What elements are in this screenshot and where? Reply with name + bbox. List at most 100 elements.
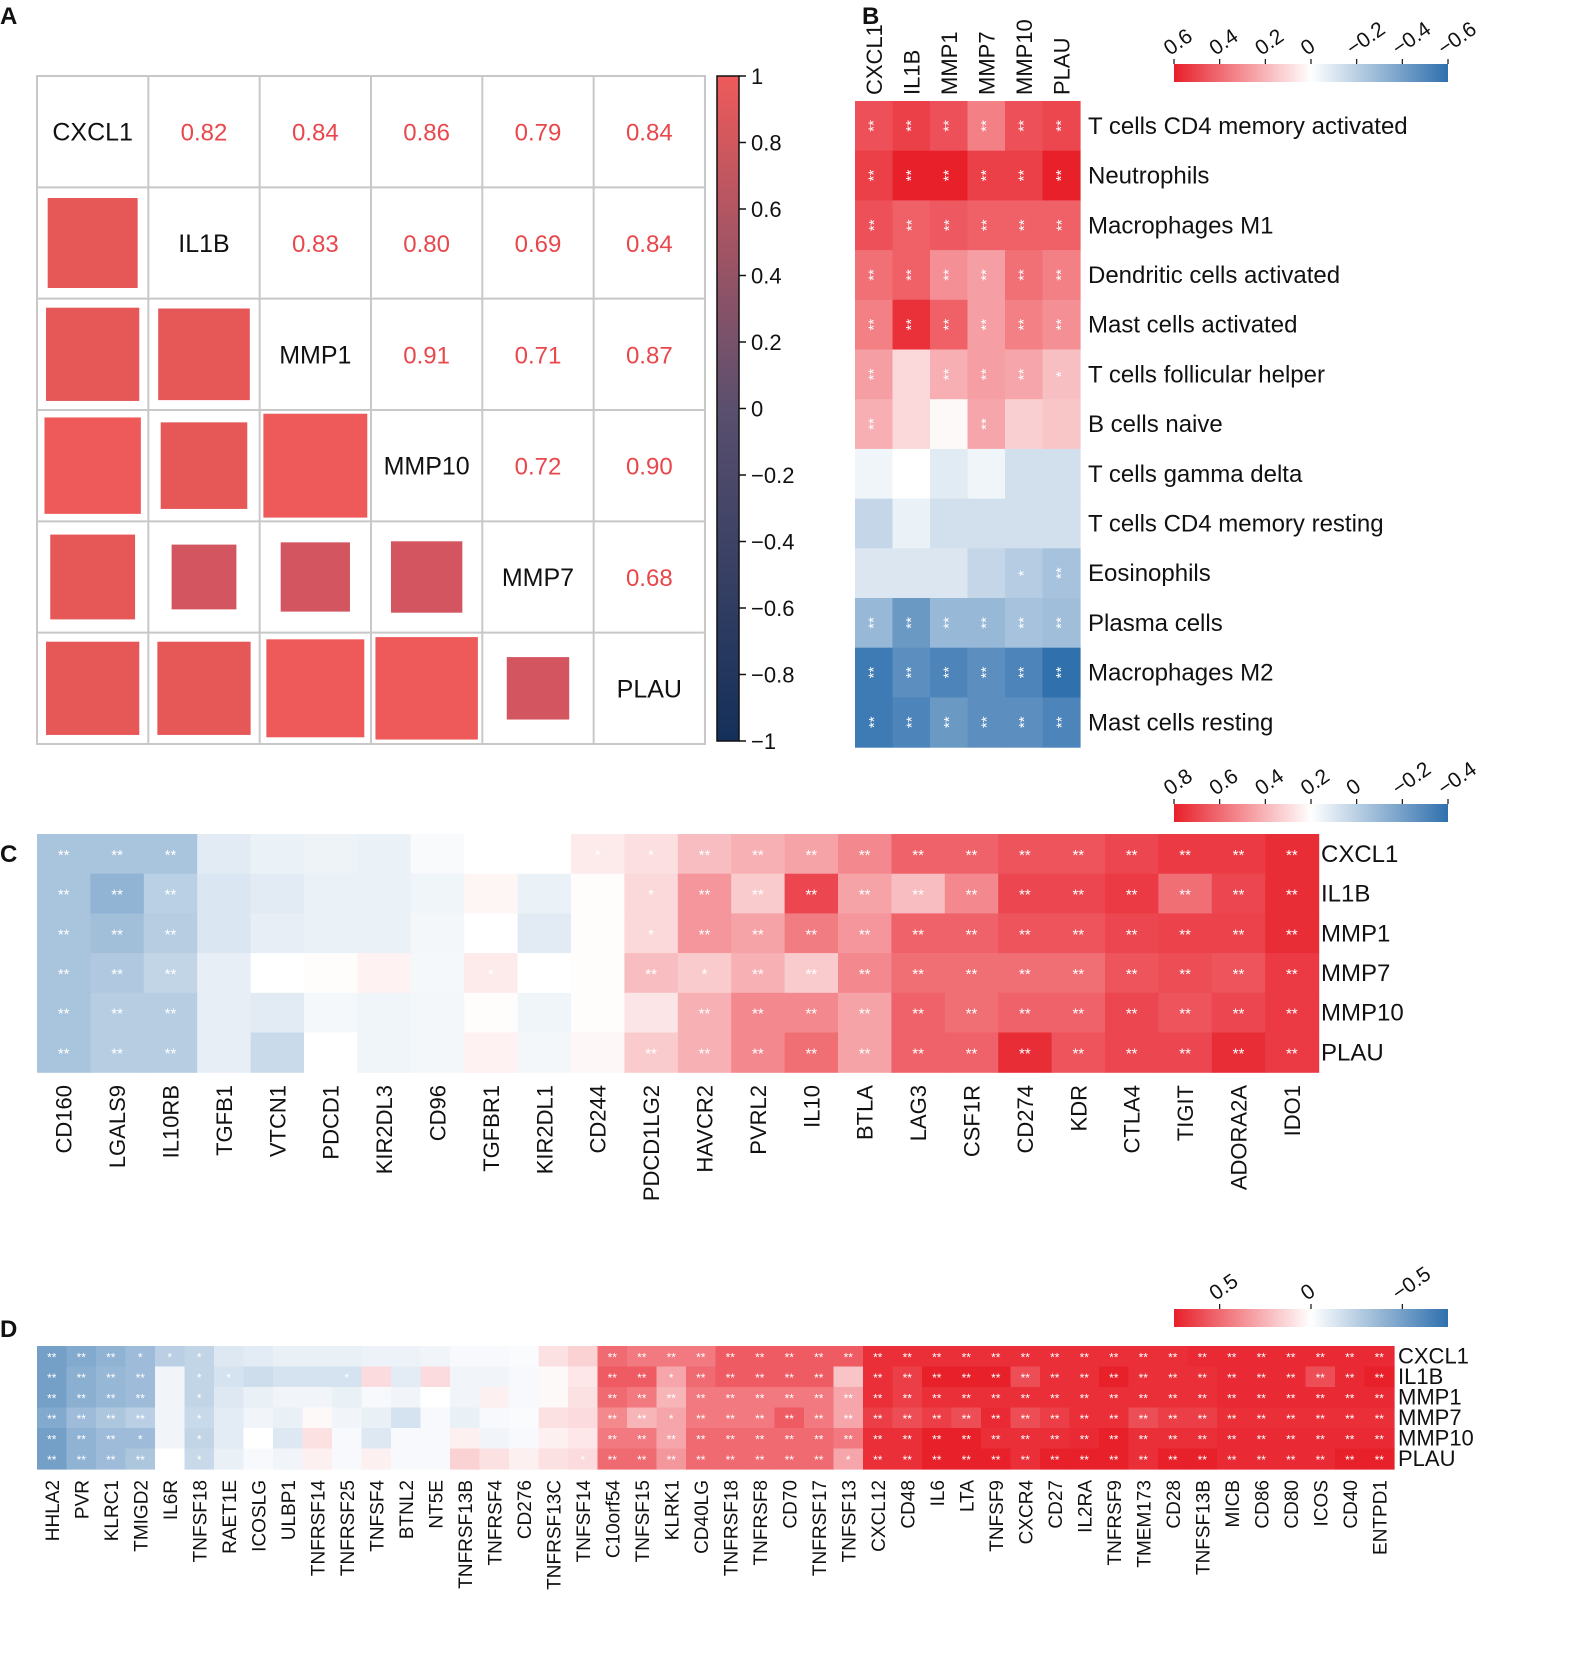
significance-marker: ** bbox=[1053, 319, 1070, 331]
significance-marker: ** bbox=[805, 847, 817, 864]
row-label: T cells CD4 memory resting bbox=[1088, 510, 1384, 537]
heatmap-cell bbox=[197, 913, 252, 954]
heatmap-cell bbox=[838, 913, 892, 954]
correlation-value-label: 0.79 bbox=[515, 120, 562, 147]
significance-marker: ** bbox=[77, 1350, 87, 1364]
heatmap-cell bbox=[951, 1346, 982, 1368]
heatmap-cell bbox=[784, 992, 839, 1034]
significance-marker: ** bbox=[932, 1432, 942, 1446]
column-label: ENTPD1 bbox=[1370, 1480, 1391, 1555]
heatmap-cell bbox=[302, 1428, 333, 1450]
heatmap-cell bbox=[250, 913, 305, 954]
heatmap-cell bbox=[656, 1407, 687, 1429]
heatmap-cell bbox=[1265, 992, 1320, 1034]
significance-marker: ** bbox=[978, 418, 995, 430]
panel-label-d: D bbox=[0, 1316, 17, 1343]
heatmap-cell bbox=[892, 299, 931, 351]
significance-marker: ** bbox=[1053, 120, 1070, 132]
significance-marker: ** bbox=[978, 269, 995, 281]
significance-marker: ** bbox=[941, 170, 958, 182]
heatmap-cell bbox=[250, 992, 305, 1034]
column-label: TMIGD2 bbox=[131, 1480, 152, 1552]
heatmap-cell bbox=[715, 1448, 746, 1470]
column-label: IDO1 bbox=[1280, 1085, 1305, 1136]
heatmap-cell bbox=[892, 1407, 923, 1429]
diagonal-gene-label: MMP1 bbox=[279, 341, 351, 369]
significance-marker: * bbox=[1053, 371, 1070, 377]
heatmap-cell bbox=[855, 349, 894, 400]
significance-marker: ** bbox=[1080, 1371, 1090, 1385]
significance-marker: ** bbox=[978, 219, 995, 231]
correlation-value-label: 0.84 bbox=[292, 120, 339, 147]
significance-marker: ** bbox=[903, 1432, 913, 1446]
significance-marker: ** bbox=[1345, 1371, 1355, 1385]
heatmap-cell bbox=[1364, 1428, 1395, 1450]
heatmap-cell bbox=[677, 992, 732, 1034]
significance-marker: ** bbox=[903, 716, 920, 728]
heatmap-cell bbox=[538, 1387, 569, 1409]
heatmap-cell bbox=[930, 349, 969, 400]
significance-marker: ** bbox=[941, 368, 958, 380]
heatmap-cell bbox=[967, 697, 1006, 748]
heatmap-cell bbox=[715, 1346, 746, 1368]
heatmap-cell bbox=[1005, 647, 1044, 698]
significance-marker: ** bbox=[696, 1453, 706, 1467]
column-label: KIR2DL1 bbox=[532, 1085, 557, 1174]
significance-marker: ** bbox=[608, 1432, 618, 1446]
significance-marker: ** bbox=[873, 1453, 883, 1467]
heatmap-cell bbox=[1158, 1032, 1213, 1073]
heatmap-cell bbox=[214, 1448, 245, 1470]
heatmap-cell bbox=[967, 101, 1006, 152]
correlation-square bbox=[44, 417, 141, 514]
heatmap-cell bbox=[930, 399, 969, 450]
heatmap-cell bbox=[1265, 834, 1320, 875]
heatmap-cell bbox=[1158, 1428, 1189, 1450]
colorbar-tick-label: 0.8 bbox=[751, 131, 782, 156]
heatmap-cell bbox=[1005, 349, 1044, 400]
heatmap-cell bbox=[951, 1428, 982, 1450]
significance-marker: ** bbox=[1257, 1391, 1267, 1405]
correlation-square bbox=[390, 541, 463, 613]
significance-marker: ** bbox=[912, 926, 924, 943]
heatmap-cell bbox=[1246, 1366, 1277, 1388]
heatmap-cell bbox=[1364, 1387, 1395, 1409]
heatmap-cell bbox=[197, 953, 252, 994]
significance-marker: ** bbox=[696, 1371, 706, 1385]
heatmap-cell bbox=[892, 1428, 923, 1450]
heatmap-cell bbox=[731, 873, 786, 914]
significance-marker: ** bbox=[726, 1371, 736, 1385]
column-label: CXCL12 bbox=[869, 1480, 890, 1552]
heatmap-cell bbox=[243, 1387, 274, 1409]
significance-marker: ** bbox=[866, 617, 883, 629]
significance-marker: ** bbox=[608, 1391, 618, 1405]
heatmap-cell bbox=[981, 1428, 1012, 1450]
column-label: TNFRSF25 bbox=[338, 1480, 359, 1576]
significance-marker: ** bbox=[903, 1371, 913, 1385]
significance-marker: ** bbox=[1345, 1453, 1355, 1467]
significance-marker: ** bbox=[1345, 1391, 1355, 1405]
significance-marker: ** bbox=[645, 1045, 657, 1062]
column-label: TNFRSF13B bbox=[456, 1480, 477, 1589]
heatmap-cell bbox=[420, 1346, 451, 1368]
correlation-value-label: 0.87 bbox=[626, 342, 673, 369]
significance-marker: ** bbox=[1316, 1391, 1326, 1405]
heatmap-cell bbox=[538, 1407, 569, 1429]
heatmap-cell bbox=[361, 1346, 392, 1368]
heatmap-cell bbox=[930, 548, 969, 599]
heatmap-cell bbox=[1276, 1448, 1307, 1470]
row-label: T cells gamma delta bbox=[1088, 461, 1303, 488]
heatmap-cell bbox=[1187, 1387, 1218, 1409]
heatmap-cell bbox=[863, 1407, 894, 1429]
significance-marker: ** bbox=[1050, 1453, 1060, 1467]
significance-marker: ** bbox=[1016, 368, 1033, 380]
significance-marker: ** bbox=[1179, 1045, 1191, 1062]
heatmap-cell bbox=[197, 992, 252, 1034]
heatmap-cell bbox=[155, 1448, 186, 1470]
heatmap-cell bbox=[891, 913, 946, 954]
heatmap-cell bbox=[1217, 1366, 1248, 1388]
heatmap-cell bbox=[214, 1428, 245, 1450]
significance-marker: ** bbox=[1016, 716, 1033, 728]
significance-marker: ** bbox=[667, 1350, 677, 1364]
significance-marker: ** bbox=[1019, 887, 1031, 904]
significance-marker: ** bbox=[1021, 1391, 1031, 1405]
